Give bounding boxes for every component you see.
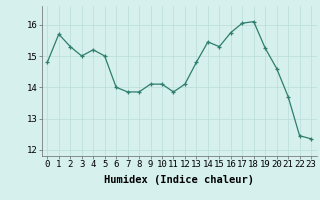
X-axis label: Humidex (Indice chaleur): Humidex (Indice chaleur) bbox=[104, 175, 254, 185]
